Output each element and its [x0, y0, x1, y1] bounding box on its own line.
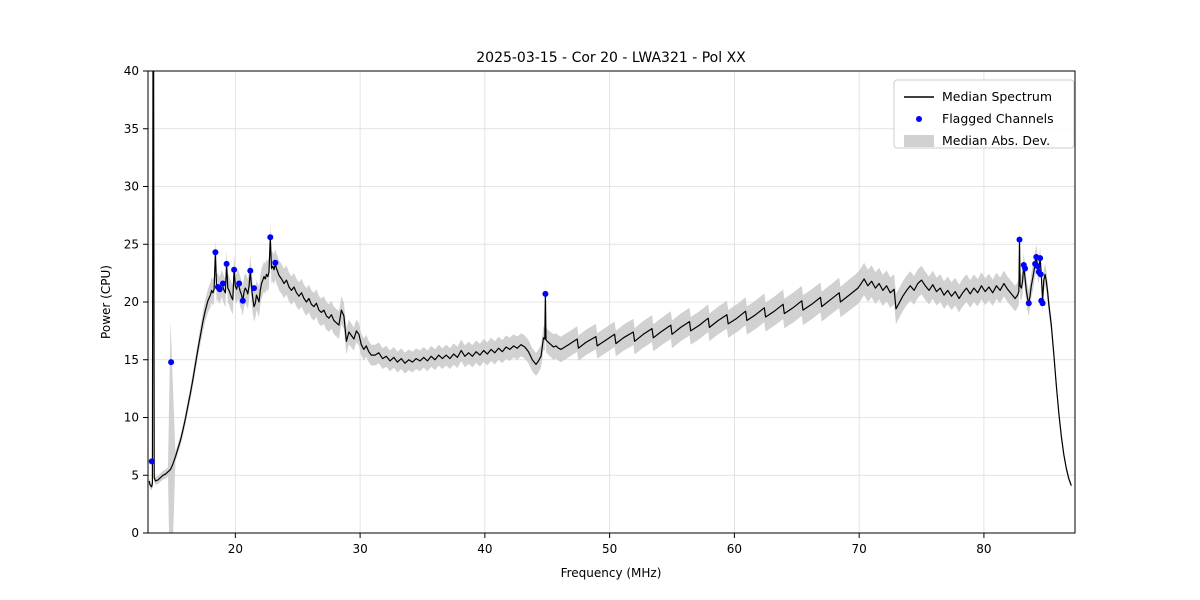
flagged-channel-dot	[267, 234, 274, 241]
median-spectrum-line	[148, 71, 1072, 488]
flagged-channel-dot	[1016, 236, 1023, 243]
legend-label: Median Abs. Dev.	[942, 133, 1050, 148]
flagged-channel-dot	[1034, 263, 1041, 270]
flagged-channel-dot	[1037, 271, 1044, 278]
flagged-channel-dot	[231, 266, 238, 273]
flagged-channels-dots	[148, 234, 1046, 465]
flagged-channel-dot	[542, 290, 549, 297]
x-tick-label: 70	[852, 542, 867, 556]
flagged-channel-dot	[1039, 300, 1046, 307]
y-tick-label: 15	[124, 353, 139, 367]
x-tick-label: 40	[477, 542, 492, 556]
flagged-channel-dot	[247, 267, 254, 274]
legend: Median Spectrum Flagged Channels Median Ab…	[893, 79, 1075, 149]
flagged-channel-dot	[223, 260, 230, 267]
flagged-channel-dot	[1037, 255, 1044, 262]
flagged-channel-dot	[216, 286, 223, 293]
flagged-channel-dot	[251, 285, 257, 292]
flagged-channel-dot	[236, 280, 243, 287]
y-tick-label: 10	[124, 411, 139, 425]
flagged-channel-dot	[1025, 300, 1032, 307]
y-tick-label: 30	[124, 180, 139, 194]
y-tick-label: 5	[131, 468, 139, 482]
flagged-channel-dot	[168, 359, 175, 366]
flagged-channel-dot	[212, 249, 219, 256]
x-axis-label: Frequency (MHz)	[561, 566, 662, 580]
median-spectrum-path	[148, 71, 1072, 488]
y-axis-label: Power (CPU)	[99, 265, 113, 339]
x-tick-label: 60	[727, 542, 742, 556]
y-tick-label: 0	[131, 526, 139, 540]
flagged-channel-dot	[1022, 265, 1029, 272]
axis-ticks: 20 30 40 50 60 70 80 0 5 10 15 20 25 30 35 40	[124, 64, 992, 556]
flagged-channel-dot	[148, 458, 155, 465]
legend-label: Flagged Channels	[942, 111, 1054, 126]
flagged-channel-dot	[239, 297, 246, 304]
plot-title: 2025-03-15 - Cor 20 - LWA321 - Pol XX	[476, 50, 746, 66]
flagged-channel-dot	[272, 259, 279, 266]
y-tick-label: 35	[124, 122, 139, 136]
legend-label: Median Spectrum	[942, 89, 1052, 104]
y-tick-label: 25	[124, 237, 139, 251]
legend-dot-sample	[916, 116, 922, 122]
y-tick-label: 40	[124, 64, 139, 78]
x-tick-label: 80	[976, 542, 991, 556]
legend-patch-sample	[904, 135, 934, 147]
y-tick-label: 20	[124, 295, 139, 309]
x-tick-label: 50	[602, 542, 617, 556]
x-tick-label: 20	[228, 542, 243, 556]
x-tick-label: 30	[352, 542, 367, 556]
legend-box	[893, 79, 1075, 149]
flagged-channel-dot	[219, 280, 226, 287]
